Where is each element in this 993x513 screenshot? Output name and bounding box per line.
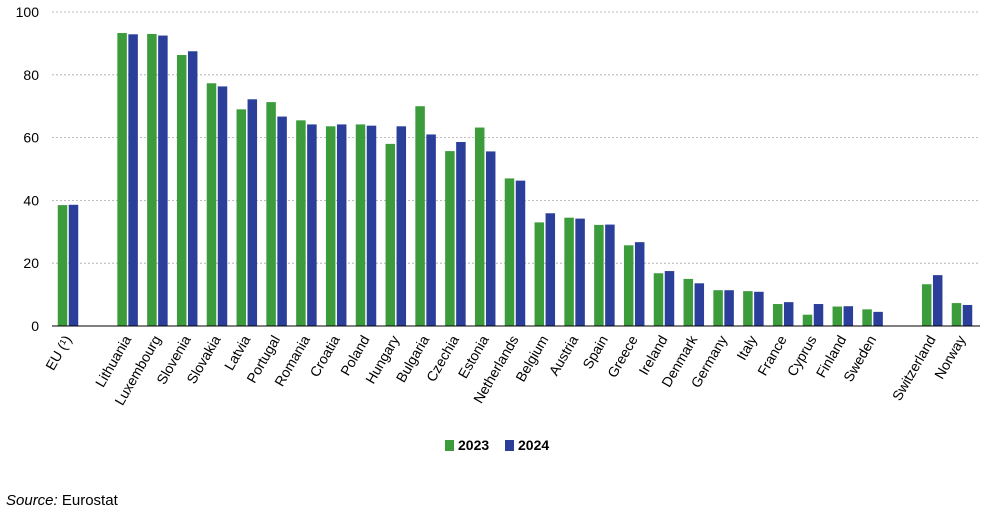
bar-2023-10 (385, 143, 396, 326)
x-axis-labels: EU (¹) LithuaniaLuxembourgSloveniaSlovaki… (42, 332, 969, 408)
bar-2023-22 (743, 291, 753, 326)
bar-2023-9 (355, 124, 366, 326)
source-label: Source: (6, 492, 58, 509)
bar-2023-5 (236, 109, 247, 326)
y-axis-ticks: 0 20 40 60 80 100 (16, 4, 40, 334)
bar-2023-17 (594, 224, 604, 326)
bar-2024-21 (724, 290, 734, 326)
bar-2023-12 (445, 151, 455, 326)
bar-2024-26 (873, 311, 883, 326)
bar-2024-15 (545, 213, 556, 326)
legend-label-2023: 2023 (458, 437, 489, 453)
bar-2024-17 (605, 224, 615, 326)
bar-2023-3 (176, 55, 187, 326)
y-tick-label: 40 (23, 192, 39, 208)
bar-2024-9 (366, 125, 377, 326)
x-tick-label: Spain (579, 333, 611, 372)
bar-2023-16 (564, 217, 574, 326)
bar-2023-20 (683, 278, 694, 326)
bar-2023-23 (772, 304, 783, 326)
legend-label-2024: 2024 (518, 437, 549, 453)
bar-2024-23 (783, 302, 794, 326)
bar-2023-24 (802, 314, 813, 326)
bar-2024-4 (217, 86, 228, 326)
x-tick-label: Switzerland (889, 333, 939, 404)
x-tick-label: Greece (604, 332, 641, 380)
bar-2024-0 (68, 204, 79, 326)
bar-2024-10 (396, 126, 407, 327)
bar-2024-2 (158, 35, 168, 327)
bar-2023-13 (474, 127, 485, 326)
bar-2024-20 (694, 283, 705, 326)
y-tick-label: 100 (16, 4, 40, 20)
source-note: Source: Eurostat (6, 492, 118, 509)
bars (57, 33, 973, 327)
bar-2023-1 (117, 33, 127, 327)
bar-2023-2 (147, 33, 157, 326)
y-tick-label: 0 (31, 318, 39, 334)
bar-2024-6 (277, 116, 287, 326)
y-tick-label: 20 (23, 255, 39, 271)
bar-2023-28 (951, 303, 962, 326)
x-tick-label: EU (¹) (42, 333, 75, 373)
source-value: Eurostat (57, 492, 118, 509)
y-tick-label: 80 (23, 67, 39, 83)
bar-2023-25 (832, 306, 843, 326)
legend-swatch-2023 (445, 440, 454, 451)
bar-2024-24 (813, 304, 824, 326)
bar-2024-1 (128, 34, 138, 326)
bar-2024-19 (664, 271, 675, 326)
legend: 2023 2024 (445, 437, 549, 453)
bar-2024-22 (754, 291, 764, 326)
bar-2024-27 (932, 275, 943, 326)
legend-swatch-2024 (505, 440, 514, 451)
bar-2023-6 (266, 102, 276, 326)
bar-2024-8 (336, 124, 347, 326)
bar-2024-11 (426, 134, 436, 326)
bar-2023-21 (713, 290, 723, 326)
bar-2024-12 (456, 141, 466, 326)
bar-2023-18 (623, 245, 634, 326)
bar-2024-25 (843, 306, 854, 326)
y-tick-label: 60 (23, 130, 39, 146)
bar-2023-8 (325, 126, 336, 327)
bar-2024-14 (515, 180, 526, 326)
bar-2024-5 (247, 99, 258, 327)
bar-2024-28 (962, 304, 973, 326)
bar-2023-15 (534, 222, 545, 326)
bar-2023-27 (921, 284, 932, 326)
bar-2024-18 (634, 242, 645, 326)
x-tick-label: Croatia (306, 332, 343, 379)
bar-2024-3 (187, 51, 198, 326)
bar-2023-7 (296, 120, 306, 326)
bar-2023-19 (653, 273, 664, 326)
bar-2023-26 (862, 309, 872, 326)
bar-2023-11 (415, 106, 425, 326)
bar-2023-14 (504, 178, 515, 326)
bar-2024-7 (307, 124, 317, 326)
bar-2024-16 (575, 218, 585, 326)
bar-2023-0 (57, 205, 68, 326)
bar-2023-4 (206, 83, 217, 326)
x-tick-label: Austria (546, 332, 582, 378)
bar-2024-13 (485, 151, 496, 326)
x-tick-label: Italy (733, 333, 760, 363)
